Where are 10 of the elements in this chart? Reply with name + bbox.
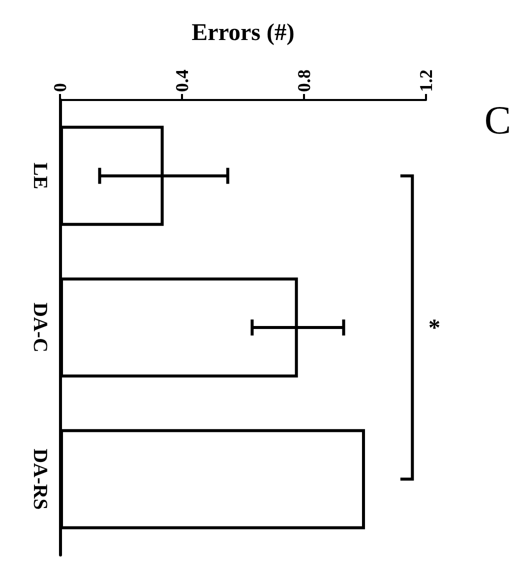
chart-title: C	[484, 98, 512, 142]
text: *	[428, 316, 440, 342]
x-tick-label: 0	[50, 83, 70, 92]
x-tick-label: 1.2	[416, 70, 436, 92]
y-tick-label: LE	[29, 162, 51, 190]
x-tick-label: 0.8	[294, 70, 314, 92]
x-axis-title: Errors (#)	[192, 20, 294, 46]
y-tick-label: DA-C	[29, 302, 51, 352]
x-tick-label: 0.4	[172, 70, 192, 92]
y-tick-label: DA-RS	[29, 448, 51, 510]
